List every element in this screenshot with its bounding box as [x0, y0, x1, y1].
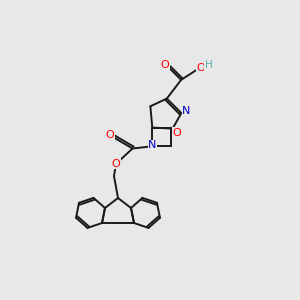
Text: O: O	[112, 159, 120, 169]
Text: N: N	[148, 140, 157, 150]
Text: N: N	[182, 106, 190, 116]
Text: O: O	[172, 128, 181, 138]
Text: H: H	[205, 60, 212, 70]
Text: O: O	[105, 130, 114, 140]
Text: O: O	[160, 60, 169, 70]
Text: O: O	[196, 63, 205, 73]
